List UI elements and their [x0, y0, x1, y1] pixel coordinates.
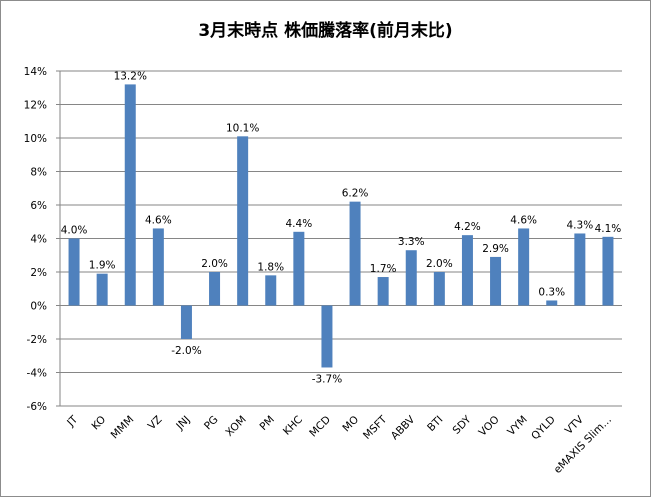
bar — [405, 250, 417, 306]
bar — [461, 235, 473, 306]
data-label: 1.9% — [89, 260, 116, 272]
data-label: 0.3% — [538, 286, 565, 298]
data-label: 4.4% — [286, 218, 313, 230]
bar — [574, 233, 586, 306]
y-tick-label: -6% — [27, 401, 47, 413]
y-tick-label: 2% — [30, 267, 47, 279]
data-label: 4.3% — [567, 219, 594, 231]
x-tick-label: MSFT — [361, 413, 390, 442]
bar — [293, 231, 305, 306]
bar — [209, 272, 221, 306]
data-label: 4.6% — [145, 214, 172, 226]
data-label: 2.0% — [426, 258, 453, 270]
bar — [68, 238, 80, 306]
bar — [518, 228, 530, 306]
bar — [546, 300, 558, 306]
chart-title: 3月末時点 株価騰落率(前月末比) — [198, 21, 453, 41]
bar — [602, 236, 614, 306]
data-label: 4.2% — [454, 221, 481, 233]
y-tick-label: 12% — [24, 100, 47, 112]
y-tick-label: 0% — [30, 301, 47, 313]
bar — [490, 256, 502, 306]
y-tick-label: 6% — [30, 200, 47, 212]
x-tick-label: KO — [89, 414, 108, 433]
y-tick-label: -2% — [27, 334, 47, 346]
x-tick-label: PG — [202, 414, 221, 433]
x-tick-label: SDY — [451, 413, 474, 436]
data-label: 6.2% — [342, 188, 369, 200]
y-tick-label: -4% — [27, 368, 47, 380]
x-tick-label: BTI — [425, 414, 445, 434]
bar — [377, 277, 389, 306]
x-tick-label: ABBV — [389, 413, 418, 442]
bar — [152, 228, 164, 306]
bar — [237, 136, 249, 306]
y-tick-label: 8% — [30, 167, 47, 179]
data-label: 4.1% — [595, 223, 622, 235]
x-tick-label: MMM — [109, 414, 137, 442]
data-label: 13.2% — [114, 70, 147, 82]
data-label: 3.3% — [398, 236, 425, 248]
data-label: 2.0% — [201, 258, 228, 270]
bar — [180, 305, 192, 339]
x-tick-label: XOM — [223, 414, 248, 439]
data-label: -2.0% — [171, 345, 201, 357]
bar — [321, 305, 333, 368]
data-label: -3.7% — [312, 373, 342, 385]
x-tick-label: VOO — [477, 414, 502, 439]
x-tick-label: JNJ — [173, 414, 192, 433]
bar — [349, 201, 361, 306]
bar — [124, 84, 136, 306]
x-tick-label: KHC — [281, 414, 305, 438]
data-label: 2.9% — [482, 243, 509, 255]
bar — [265, 275, 277, 306]
x-tick-label: VTV — [563, 413, 587, 437]
x-tick-label: VZ — [146, 414, 165, 433]
data-label: 1.8% — [257, 261, 284, 273]
x-tick-label: MO — [340, 414, 361, 435]
x-tick-label: MCD — [307, 414, 333, 440]
y-tick-label: 14% — [24, 66, 47, 78]
x-tick-label: QYLD — [529, 414, 558, 443]
x-tick-label: VYM — [505, 414, 530, 439]
y-tick-label: 4% — [30, 234, 47, 246]
data-label: 10.1% — [226, 122, 259, 134]
x-tick-label: PM — [257, 414, 276, 433]
data-label: 4.6% — [510, 214, 537, 226]
x-tick-label: JT — [64, 413, 80, 429]
bar — [433, 272, 445, 306]
data-label: 1.7% — [370, 263, 397, 275]
y-tick-label: 10% — [24, 133, 47, 145]
bar — [96, 273, 108, 306]
data-label: 4.0% — [61, 225, 88, 237]
